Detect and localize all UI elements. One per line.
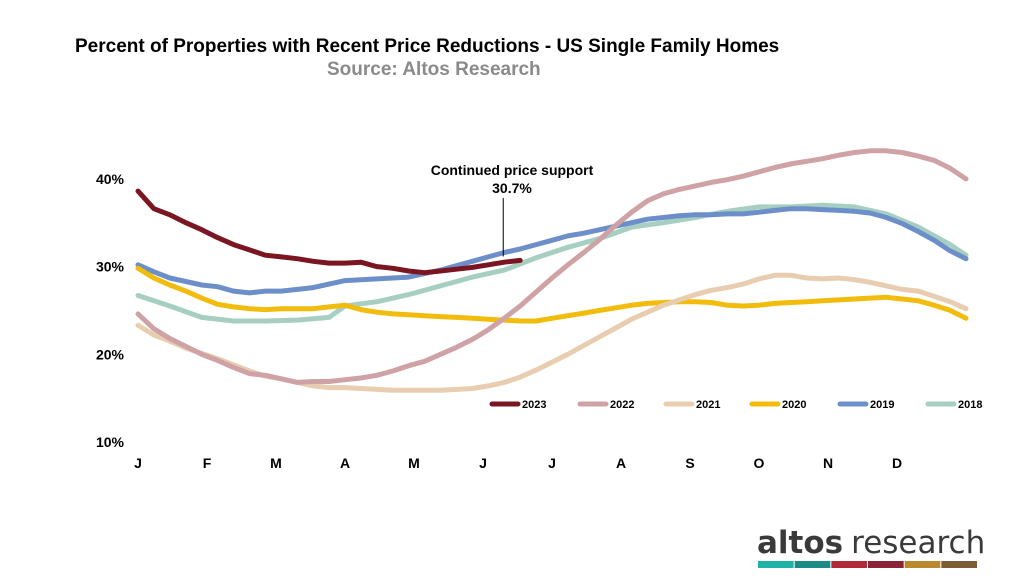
x-tick-label: S <box>685 455 694 471</box>
annotation: Continued price support 30.7% <box>431 162 594 257</box>
y-tick-label: 20% <box>96 346 125 362</box>
x-tick-label: A <box>340 455 350 471</box>
annotation-line1: Continued price support <box>431 162 594 178</box>
annotation-line2: 30.7% <box>492 180 532 196</box>
series-line-2022 <box>135 148 969 385</box>
logo-stripe <box>831 561 867 568</box>
chart-subtitle: Source: Altos Research <box>327 59 541 80</box>
legend-label-2019: 2019 <box>870 399 894 411</box>
series-line-2018 <box>135 202 969 324</box>
y-tick-label: 40% <box>96 171 125 187</box>
logo-stripe <box>868 561 904 568</box>
x-tick-label: A <box>616 455 626 471</box>
chart-title: Percent of Properties with Recent Price … <box>75 36 779 57</box>
logo-stripe <box>941 561 977 568</box>
x-tick-label: O <box>754 455 765 471</box>
x-tick-label: M <box>408 455 420 471</box>
x-tick-label: D <box>892 455 902 471</box>
x-tick-label: M <box>270 455 282 471</box>
legend-label-2020: 2020 <box>782 399 806 411</box>
series-lines <box>135 148 969 393</box>
y-tick-label: 10% <box>96 434 125 450</box>
logo-stripe <box>794 561 831 568</box>
legend-label-2018: 2018 <box>958 399 982 411</box>
logo-text-altos: altos <box>757 525 843 561</box>
x-tick-label: J <box>134 455 142 471</box>
y-axis-labels: 10% 20% 30% 40% <box>96 171 125 450</box>
logo-text-research: research <box>851 525 985 561</box>
legend: 2023 2022 2021 2020 2019 2018 <box>489 399 982 411</box>
logo-stripes <box>758 561 977 568</box>
logo-stripe <box>904 561 941 568</box>
logo-stripe <box>758 561 794 568</box>
legend-label-2021: 2021 <box>696 399 720 411</box>
x-tick-label: J <box>479 455 487 471</box>
y-tick-label: 30% <box>96 259 125 275</box>
series-line-2023 <box>135 188 523 276</box>
series-line-2019 <box>135 206 969 296</box>
x-tick-label: F <box>203 455 212 471</box>
x-tick-label: N <box>823 455 833 471</box>
legend-label-2022: 2022 <box>610 399 634 411</box>
x-tick-label: J <box>548 455 556 471</box>
altos-research-logo: altos research <box>757 525 985 568</box>
series-line-2020 <box>135 265 969 324</box>
legend-label-2023: 2023 <box>522 399 546 411</box>
